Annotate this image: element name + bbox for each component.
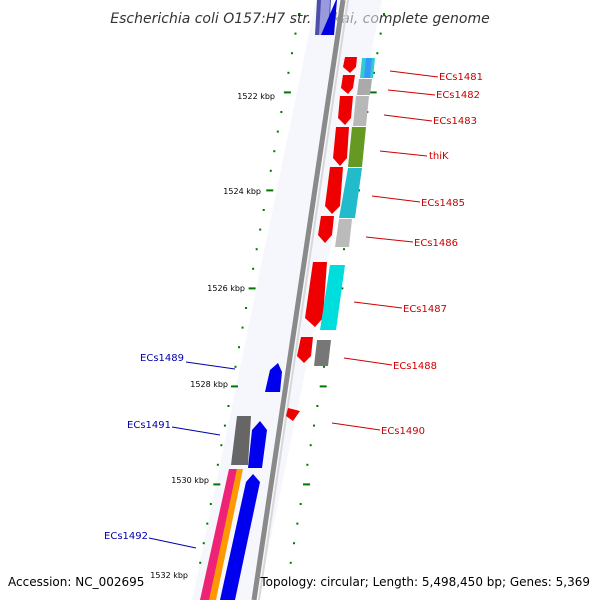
reverse-gene-labels: ECs1489 ECs1491 ECs1492 (104, 353, 236, 549)
kbp-label-1528: 1528 kbp (190, 380, 228, 389)
kbp-label-1524: 1524 kbp (223, 187, 261, 196)
gene-arrow-ecs1486[interactable] (318, 216, 334, 243)
gene-arrow-ecs1483[interactable] (338, 96, 353, 125)
kbp-label-1526: 1526 kbp (207, 284, 245, 293)
label-ecs1490[interactable]: ECs1490 (381, 426, 425, 437)
top-partial-genes (315, 0, 337, 35)
kbp-label-1532: 1532 kbp (150, 571, 188, 580)
label-ecs1492[interactable]: ECs1492 (104, 531, 148, 542)
gene-arrow-ecs1491[interactable] (248, 421, 267, 468)
gene-arrow-ecs1489[interactable] (265, 363, 282, 392)
feature-block-6 (335, 219, 352, 247)
label-ecs1489[interactable]: ECs1489 (140, 353, 184, 364)
backbone-highlight (258, 0, 349, 600)
partial-gene-2 (321, 0, 337, 35)
forward-strand-genes (286, 57, 357, 421)
gene-block-ecs1491[interactable] (231, 416, 251, 465)
label-ecs1482[interactable]: ECs1482 (436, 90, 480, 101)
feature-blocks (314, 58, 375, 366)
map-title: Escherichia coli O157:H7 str. Sakai, com… (110, 11, 489, 27)
gene-bar-ecs1492-pink[interactable] (200, 469, 237, 600)
label-thik[interactable]: thiK (429, 151, 449, 162)
feature-block-3 (353, 96, 369, 126)
feature-block-5 (339, 168, 362, 218)
genome-backbone (251, 0, 346, 600)
gene-arrow-ecs1482[interactable] (341, 75, 355, 94)
label-ecs1488[interactable]: ECs1488 (393, 361, 437, 372)
kbp-label-1530: 1530 kbp (171, 476, 209, 485)
forward-gene-labels: ECs1481 ECs1482 ECs1483 thiK ECs1485 ECs… (331, 70, 483, 437)
gene-arrow-thik[interactable] (333, 127, 349, 166)
gene-arrow-ecs1485[interactable] (325, 167, 343, 214)
label-ecs1483[interactable]: ECs1483 (433, 116, 477, 127)
feature-block-4 (348, 127, 366, 167)
label-ecs1491[interactable]: ECs1491 (127, 420, 171, 431)
gene-bar-ecs1492-blue[interactable] (220, 474, 260, 600)
gene-arrow-ecs1481[interactable] (343, 57, 357, 73)
feature-block-7 (320, 265, 345, 330)
gene-arrow-ecs1488[interactable] (297, 337, 313, 363)
gene-arrow-ecs1487[interactable] (305, 262, 327, 327)
genome-summary: Topology: circular; Length: 5,498,450 bp… (259, 575, 590, 589)
kbp-labels: 1522 kbp 1524 kbp 1526 kbp 1528 kbp 1530… (150, 92, 275, 580)
gene-bar-ecs1492-orange[interactable] (209, 469, 243, 600)
kbp-label-1522: 1522 kbp (237, 92, 275, 101)
label-ecs1486[interactable]: ECs1486 (414, 238, 458, 249)
feature-block-1b (364, 58, 372, 78)
gene-arrow-ecs1490[interactable] (286, 408, 300, 421)
label-ecs1485[interactable]: ECs1485 (421, 198, 465, 209)
label-ecs1487[interactable]: ECs1487 (403, 304, 447, 315)
feature-block-2 (357, 79, 372, 95)
accession-text: Accession: NC_002695 (8, 575, 144, 589)
feature-block-8 (314, 340, 331, 366)
reverse-strand-genes (200, 363, 282, 600)
label-ecs1481[interactable]: ECs1481 (439, 72, 483, 83)
